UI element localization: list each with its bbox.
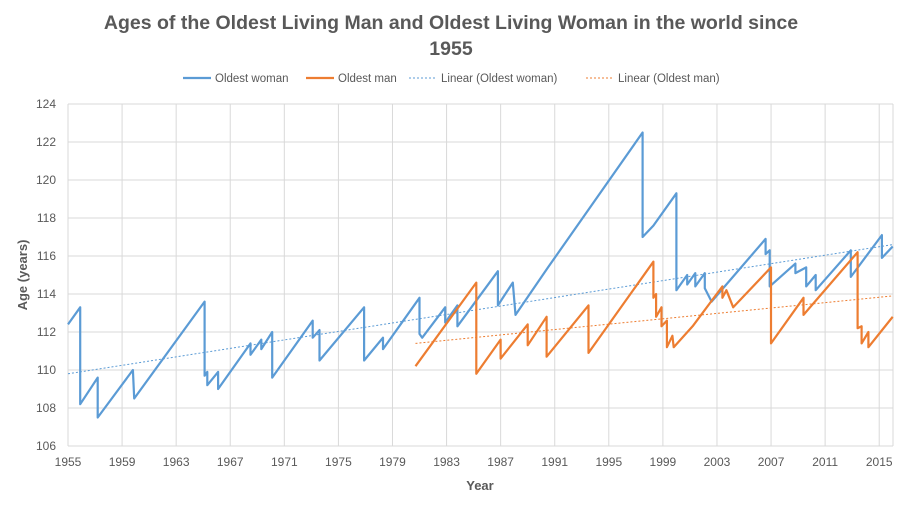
y-tick-label: 122 xyxy=(36,135,56,149)
x-tick-label: 1999 xyxy=(650,455,677,469)
x-tick-label: 1971 xyxy=(271,455,298,469)
legend-label-oldest-man: Oldest man xyxy=(338,73,397,85)
trendline-linear-oldest-man xyxy=(415,295,893,344)
legend: Oldest woman Oldest man Linear (Oldest w… xyxy=(183,73,720,85)
y-tick-label: 110 xyxy=(37,363,56,377)
x-tick-label: 2015 xyxy=(866,455,893,469)
trendlines xyxy=(67,244,893,375)
x-tick-label: 1979 xyxy=(379,455,406,469)
x-tick-label: 1975 xyxy=(325,455,352,469)
series-line-oldest-man xyxy=(414,251,894,375)
y-tick-label: 116 xyxy=(37,249,56,263)
chart-title-line-1: Ages of the Oldest Living Man and Oldest… xyxy=(104,12,798,34)
legend-label-oldest-woman: Oldest woman xyxy=(215,73,289,85)
x-axis-label: Year xyxy=(466,478,493,493)
x-tick-label: 1959 xyxy=(109,455,136,469)
x-tick-label: 1955 xyxy=(55,455,82,469)
y-tick-label: 108 xyxy=(36,401,56,415)
trendline-linear-oldest-woman xyxy=(67,244,893,375)
x-tick-label: 2007 xyxy=(758,455,785,469)
x-tick-label: 1995 xyxy=(595,455,622,469)
legend-label-linear-man: Linear (Oldest man) xyxy=(618,73,720,85)
y-axis-label: Age (years) xyxy=(15,240,30,311)
legend-label-linear-woman: Linear (Oldest woman) xyxy=(441,73,557,85)
x-tick-label: 1987 xyxy=(487,455,514,469)
series-line-oldest-woman xyxy=(67,131,894,419)
x-tick-label: 1967 xyxy=(217,455,244,469)
x-tick-label: 1991 xyxy=(541,455,568,469)
y-axis-ticks: 106 108 110 112 114 116 118 120 122 124 xyxy=(36,97,56,453)
y-tick-label: 124 xyxy=(36,97,56,111)
y-tick-label: 114 xyxy=(37,287,56,301)
x-tick-label: 1983 xyxy=(433,455,460,469)
y-tick-label: 118 xyxy=(37,211,56,225)
x-tick-label: 2011 xyxy=(812,455,838,469)
x-tick-label: 1963 xyxy=(163,455,190,469)
series-lines xyxy=(67,131,894,419)
gridlines xyxy=(67,103,894,447)
chart-title-line-2: 1955 xyxy=(429,38,473,60)
y-tick-label: 120 xyxy=(36,173,56,187)
x-tick-label: 2003 xyxy=(704,455,731,469)
x-axis-ticks: 1955 1959 1963 1967 1971 1975 1979 1983 1987 1991… xyxy=(55,455,893,469)
y-tick-label: 112 xyxy=(37,325,56,339)
y-tick-label: 106 xyxy=(36,439,56,453)
